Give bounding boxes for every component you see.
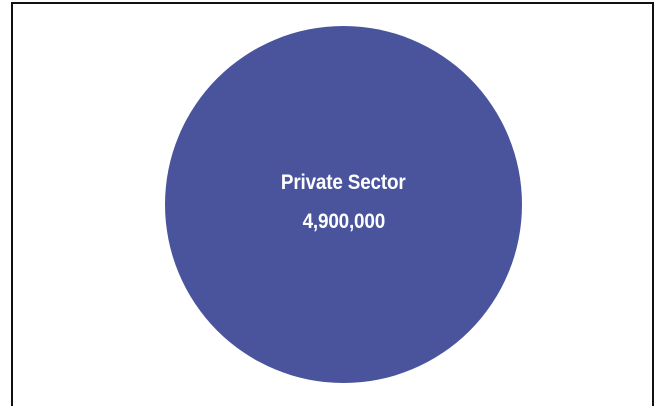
private-sector-circle: Private Sector 4,900,000: [165, 26, 522, 383]
sector-label: Private Sector: [281, 170, 406, 194]
sector-value: 4,900,000: [302, 209, 385, 233]
